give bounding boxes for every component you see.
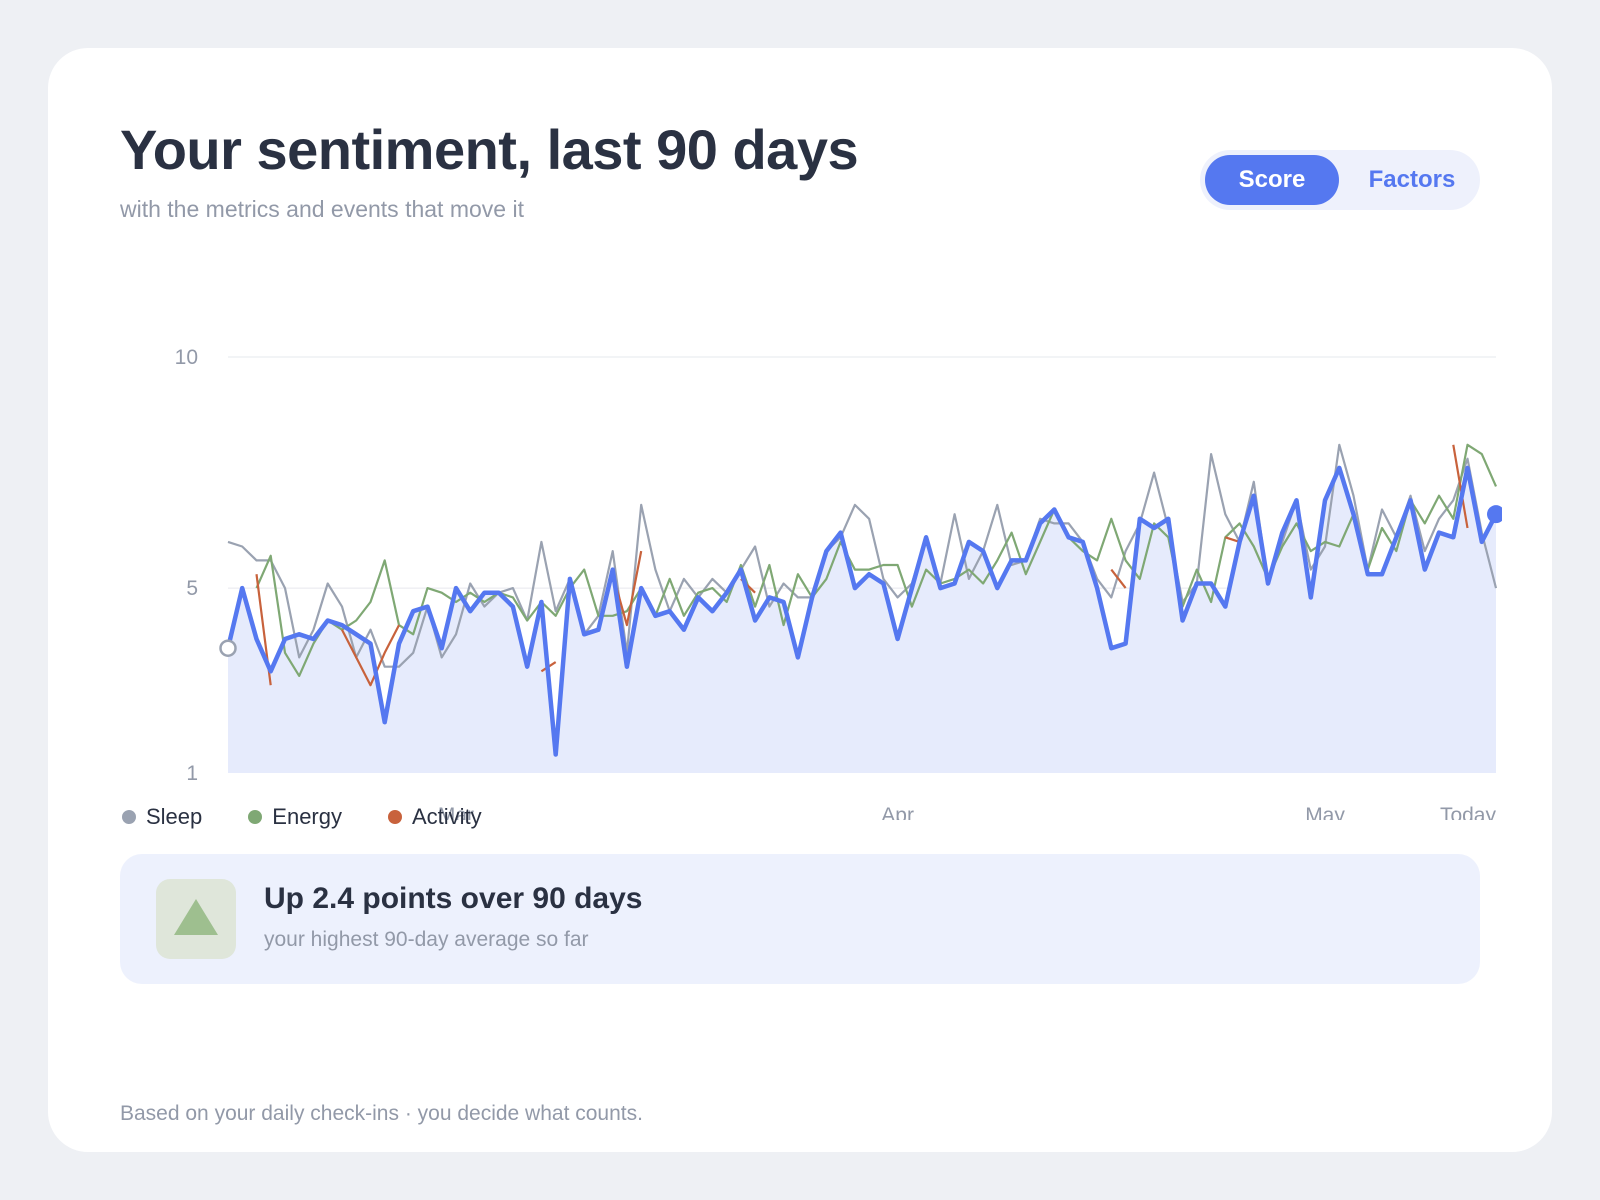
legend-item-sleep: Sleep [122,804,202,830]
x-tick-label-may: May [1305,804,1345,820]
legend-energy-swatch [248,810,263,824]
toggle-score-button[interactable]: Score [1205,155,1339,205]
legend-item-energy: Energy [248,804,342,830]
sentiment-card: Your sentiment, last 90 days with the me… [48,48,1552,1152]
triangle-up-icon [156,879,236,959]
sentiment-chart: 1 5 10 Mar Apr May Today [112,320,1505,827]
chart-legend: Sleep Energy Activity [122,804,482,830]
toggle-factors-button[interactable]: Factors [1368,166,1456,193]
page-subtitle: with the metrics and events that move it [120,196,524,222]
legend-sleep-swatch [122,810,136,824]
start-point-marker [219,639,237,657]
footer-note: Based on your daily check-ins · you deci… [120,1102,643,1125]
y-tick-label: 1 [186,762,198,785]
view-toggle: Score Factors [1200,150,1480,210]
trend-summary: Up 2.4 points over 90 days your highest … [120,854,1480,984]
legend-sleep-label: Sleep [146,804,203,829]
page-title: Your sentiment, last 90 days [120,118,859,181]
x-tick-label-today: Today [1440,804,1497,820]
score-area [228,467,1496,773]
score-line [225,465,1499,757]
legend-activity-swatch [388,810,402,824]
y-tick-label: 10 [175,346,198,369]
legend-activity-label: Activity [412,804,482,829]
series-line-sleep [227,443,1498,668]
y-tick-label: 5 [186,577,198,600]
legend-energy-label: Energy [272,804,342,829]
summary-title: Up 2.4 points over 90 days [264,882,643,915]
x-tick-label-apr: Apr [881,804,914,820]
today-point-marker [1487,505,1505,524]
legend-item-activity: Activity [388,804,482,830]
summary-subtitle: your highest 90-day average so far [264,928,589,951]
